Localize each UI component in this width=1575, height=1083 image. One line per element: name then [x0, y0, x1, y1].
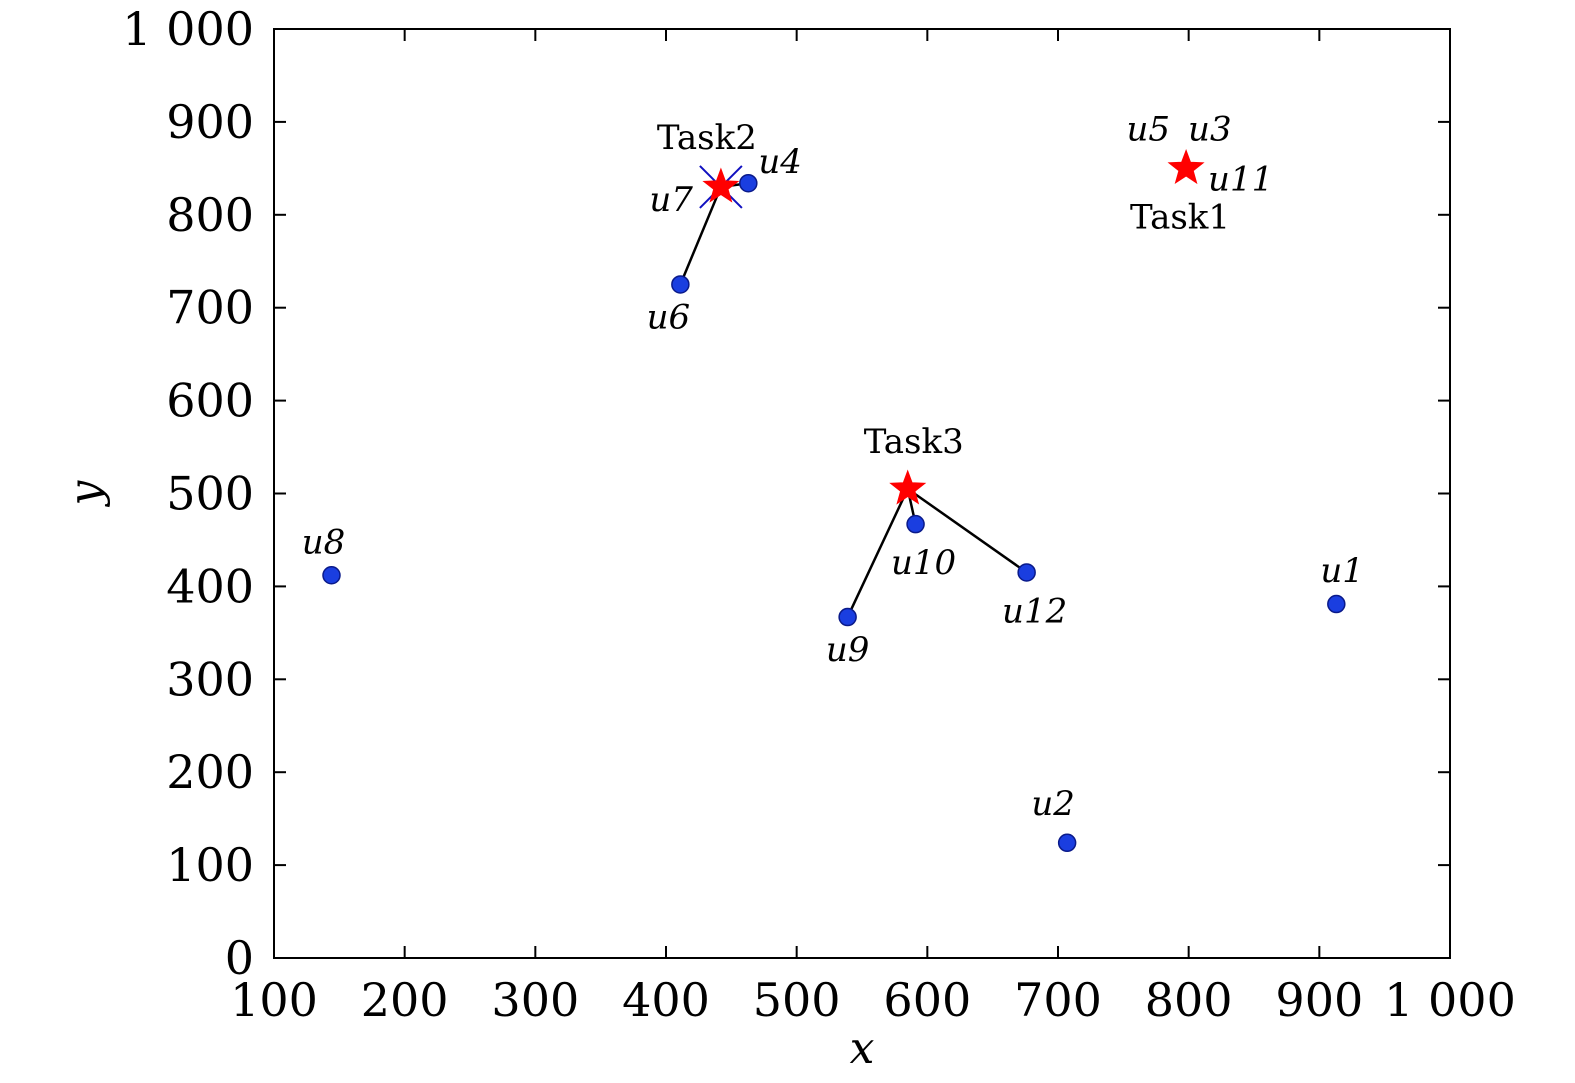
- uav-label: u5: [1127, 109, 1171, 149]
- uav-point: [906, 514, 925, 534]
- link-line: [907, 487, 1028, 574]
- x-tick-label: 400: [622, 973, 710, 1027]
- y-tick-label: 800: [166, 188, 254, 242]
- uav-label: u10: [891, 543, 956, 583]
- x-axis-label: x: [850, 1023, 875, 1074]
- y-tick-label: 0: [225, 931, 254, 985]
- y-tick-label: 100: [166, 838, 254, 892]
- y-tick-label: 500: [166, 467, 254, 521]
- x-tick-label: 300: [491, 973, 579, 1027]
- x-tick-label: 1 000: [1384, 973, 1516, 1027]
- uav-label: u3: [1188, 109, 1232, 149]
- uav-point: [1057, 833, 1077, 853]
- y-tick-label: 700: [166, 281, 254, 335]
- y-tick-label: 200: [166, 745, 254, 799]
- y-tick-label: 900: [166, 95, 254, 149]
- uav-label: u1: [1320, 551, 1364, 591]
- uav-point: [1017, 563, 1036, 582]
- y-tick-label: 300: [166, 652, 254, 706]
- link-line: [679, 186, 723, 285]
- uav-label: u11: [1208, 159, 1273, 199]
- task-star: [889, 469, 927, 505]
- axis-ticks: [273, 28, 1451, 959]
- task-label: Task2: [657, 118, 757, 158]
- uav-label: u6: [647, 297, 691, 337]
- y-tick-label: 400: [166, 559, 254, 613]
- tick-labels: 100 200 300 400 500 600 700 800 900 1 00001002003…: [122, 2, 1516, 1027]
- x-tick-label: 700: [1014, 973, 1102, 1027]
- uav-point: [322, 566, 341, 585]
- x-tick-label: 600: [883, 973, 971, 1027]
- x-tick-label: 900: [1275, 973, 1363, 1027]
- uav-point: [1327, 594, 1346, 614]
- x-tick-label: 500: [753, 973, 841, 1027]
- uav-label: u8: [302, 522, 346, 562]
- x-tick-label: 800: [1145, 973, 1233, 1027]
- x-tick-label: 100: [230, 973, 318, 1027]
- uav-label: u12: [1002, 591, 1067, 631]
- uav-point: [671, 275, 690, 294]
- uav-label: u9: [826, 630, 870, 670]
- x-tick-label: 200: [361, 973, 449, 1027]
- task-label: Task1: [1130, 197, 1230, 237]
- uav-point: [739, 173, 758, 193]
- task-label: Task3: [864, 422, 964, 462]
- uav-markers: [322, 173, 1346, 853]
- uav-label: u2: [1031, 784, 1075, 824]
- link-line: [846, 488, 909, 618]
- task-star: [702, 167, 740, 203]
- uav-point: [838, 607, 857, 627]
- y-tick-label: 1 000: [122, 2, 254, 56]
- uav-label: u7: [649, 180, 693, 220]
- uav-label: u4: [758, 142, 802, 182]
- task-markers: [702, 148, 1205, 505]
- plot-area: [274, 29, 1450, 958]
- y-tick-label: 600: [166, 374, 254, 428]
- task-star: [1167, 148, 1205, 185]
- y-axis-label: y: [60, 479, 111, 507]
